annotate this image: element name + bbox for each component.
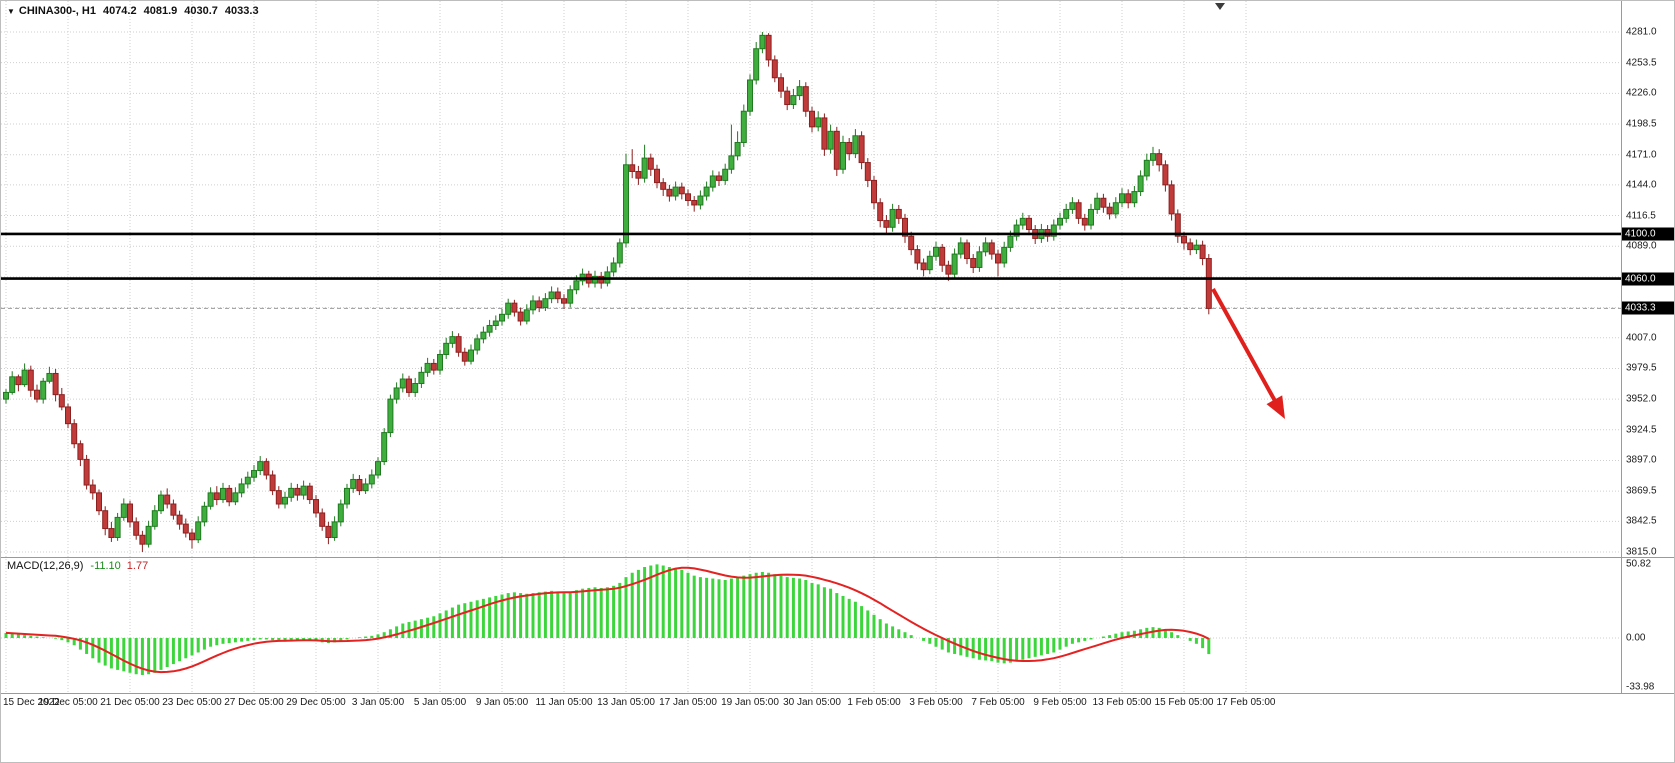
macd-signal-line: [5, 566, 1210, 674]
macd-indicator-label: MACD(12,26,9) -11.10 1.77: [7, 560, 148, 572]
grid-lines: [1, 1, 1621, 694]
macd-signal-value: 1.77: [126, 560, 149, 572]
arrow-head: [1266, 395, 1285, 419]
macd-value: -11.10: [90, 560, 121, 572]
macd-name: MACD(12,26,9): [7, 560, 84, 572]
symbol-title: CHINA300-, H1: [18, 5, 96, 17]
trend-arrow[interactable]: [1211, 288, 1285, 419]
ohlc-open: 4074.2: [102, 5, 137, 17]
candlesticks: [3, 32, 1212, 552]
horizontal-price-lines[interactable]: [1, 232, 1621, 280]
ohlc-high: 4081.9: [143, 5, 178, 17]
symbol-dropdown-icon: ▼: [7, 6, 15, 16]
ohlc-low: 4030.7: [184, 5, 218, 17]
ohlc-close: 4033.3: [224, 5, 259, 17]
panel-separators: [1, 1, 1674, 694]
macd-panel: [1, 564, 1621, 675]
chart-header: ▼ CHINA300-, H1 4074.2 4081.9 4030.7 4033.3: [7, 5, 259, 17]
chart-shift-marker-icon[interactable]: [1215, 3, 1225, 10]
